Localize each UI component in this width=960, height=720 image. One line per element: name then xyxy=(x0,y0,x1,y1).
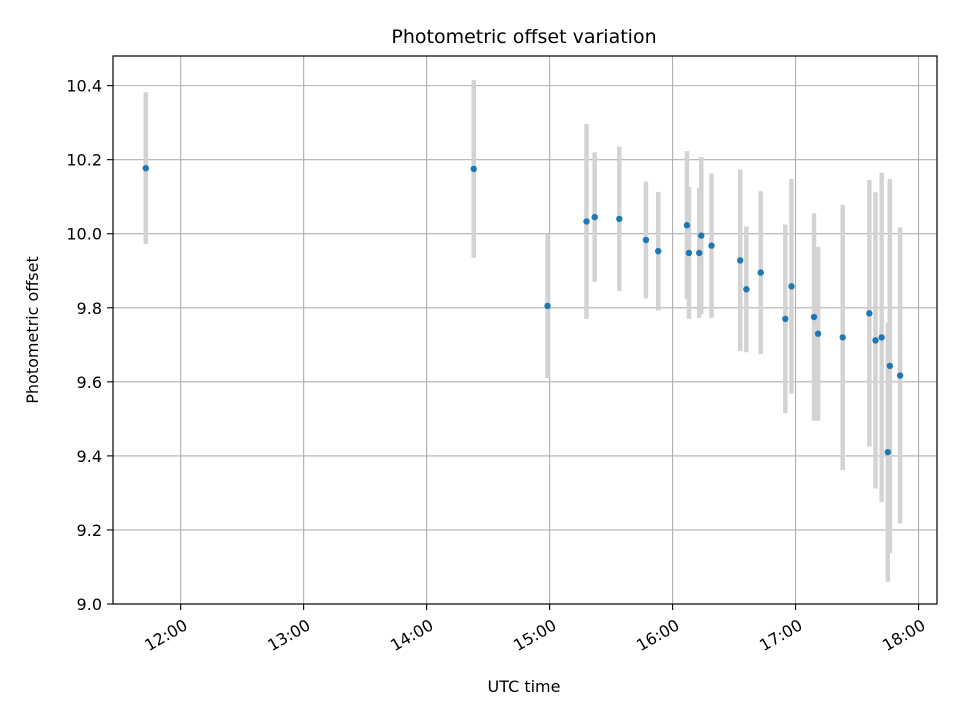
data-point xyxy=(884,448,892,456)
x-tick-label: 18:00 xyxy=(879,615,928,655)
data-point xyxy=(886,362,894,370)
error-bars xyxy=(143,80,903,582)
data-point xyxy=(708,242,715,249)
data-point xyxy=(757,269,764,276)
x-tick-label: 13:00 xyxy=(264,615,313,655)
data-point xyxy=(591,213,598,221)
y-tick-label: 10.4 xyxy=(66,77,102,96)
y-axis-label: Photometric offset xyxy=(23,256,42,404)
x-tick-label: 17:00 xyxy=(756,615,805,655)
data-point xyxy=(544,302,551,310)
x-tick-label: 14:00 xyxy=(387,615,436,655)
x-axis-ticks: 12:00 13:00 14:00 15:00 16:00 17:00 18:00 xyxy=(141,604,929,655)
data-point xyxy=(683,222,691,229)
data-point xyxy=(470,165,477,173)
y-tick-label: 9.4 xyxy=(77,447,102,466)
x-axis-label: UTC time xyxy=(488,677,561,696)
chart-title: Photometric offset variation xyxy=(391,26,656,48)
y-axis-ticks: 9.0 9.2 9.4 9.6 9.8 10.0 10.2 10.4 xyxy=(66,77,113,614)
y-tick-label: 9.6 xyxy=(77,373,102,392)
data-point xyxy=(616,215,623,223)
data-point xyxy=(583,218,590,225)
y-tick-label: 10.0 xyxy=(66,225,102,244)
data-point xyxy=(814,330,822,337)
data-point xyxy=(839,334,846,341)
x-tick-label: 16:00 xyxy=(633,615,682,655)
data-point xyxy=(698,232,705,239)
data-point xyxy=(142,164,149,172)
data-point xyxy=(737,257,744,264)
y-tick-label: 9.2 xyxy=(77,521,102,540)
data-point xyxy=(743,286,750,293)
y-tick-label: 10.2 xyxy=(66,151,102,170)
x-tick-label: 12:00 xyxy=(141,615,190,655)
data-points xyxy=(142,164,904,456)
data-point xyxy=(788,283,795,290)
data-point xyxy=(782,315,789,323)
plot-frame xyxy=(112,55,938,605)
data-point xyxy=(696,249,703,257)
data-point xyxy=(642,236,650,244)
data-point xyxy=(878,334,885,341)
data-point xyxy=(866,310,873,317)
data-point xyxy=(655,247,662,255)
y-tick-label: 9.8 xyxy=(77,299,102,318)
x-tick-label: 15:00 xyxy=(510,615,559,655)
data-point xyxy=(810,313,818,321)
grid-lines xyxy=(113,56,937,605)
data-point xyxy=(685,249,693,257)
y-tick-label: 9.0 xyxy=(77,595,102,614)
data-point xyxy=(896,372,904,379)
data-point xyxy=(872,337,879,344)
